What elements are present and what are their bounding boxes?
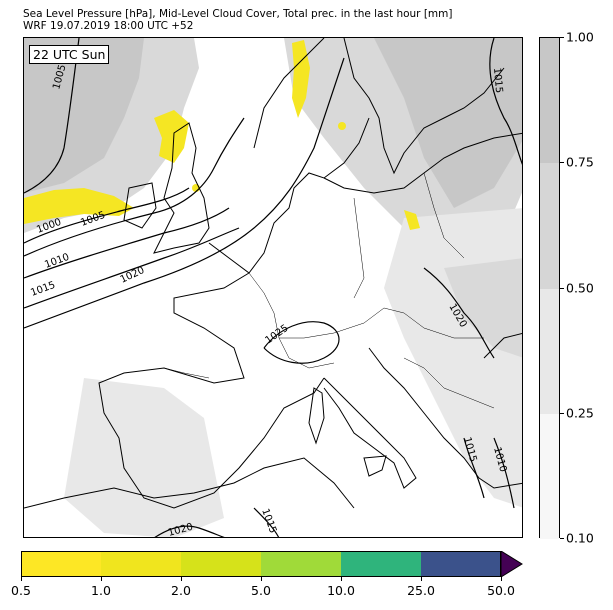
cloud-cover-tick-mark <box>560 287 564 289</box>
model-run-subtitle: WRF 19.07.2019 18:00 UTC +52 <box>23 20 194 32</box>
isobar-1020 <box>24 57 345 329</box>
precip-tick-label: 50.0 <box>487 583 515 598</box>
precip-tick-label: 1.0 <box>91 583 111 598</box>
precip-colorbar-segment <box>21 551 101 577</box>
precip-tick-mark <box>101 577 102 581</box>
isobar-1015-south <box>253 507 280 537</box>
precip-cells-britain <box>154 110 189 163</box>
isobar-layer <box>24 38 522 537</box>
map-title: Sea Level Pressure [hPa], Mid-Level Clou… <box>23 8 453 20</box>
cloud-cover-tick-mark <box>560 412 564 414</box>
precip-colorbar-segment <box>101 551 181 577</box>
cloud-cover-colorbar-segment <box>540 163 559 289</box>
cloud-cover-north-atlantic-dense <box>24 38 144 193</box>
coastline-ireland <box>123 182 157 229</box>
border-germany-poland <box>353 197 365 299</box>
precip-tick-label: 0.5 <box>11 583 31 598</box>
cloud-cover-iberia <box>64 378 224 537</box>
isobar-1020-south <box>154 525 225 537</box>
precip-tick-mark <box>421 577 422 581</box>
coastline-africa <box>24 457 355 509</box>
border-baltic-states <box>423 172 465 259</box>
coastline-britain <box>153 122 210 254</box>
precip-colorbar-segment <box>181 551 261 577</box>
isobar-1010 <box>24 207 230 279</box>
cloud-cover-tick-label: 0.75 <box>566 154 594 170</box>
cloud-cover-scandinavia-dense <box>374 38 522 208</box>
precip-tick-mark <box>21 577 22 581</box>
precip-tick-mark <box>181 577 182 581</box>
coastline-italy <box>323 377 417 489</box>
precip-colorbar-outline <box>21 551 501 577</box>
precip-colorbar-segment <box>341 551 421 577</box>
isobar-1000 <box>24 187 190 244</box>
isobar-1005-north <box>24 38 80 194</box>
border-france-spain <box>163 367 210 379</box>
coastline-sardinia <box>308 387 325 445</box>
isobar-1025 <box>263 321 340 364</box>
isobar-1020-east <box>423 267 495 359</box>
isobar-label: 1015 <box>491 67 504 93</box>
cloud-cover-tick-mark <box>560 538 564 539</box>
cloud-cover-colorbar-segment <box>540 413 559 539</box>
isobar-1015-southeast <box>463 437 485 499</box>
cloud-cover-colorbar-segment <box>540 38 559 164</box>
cloud-cover-layer <box>24 38 522 537</box>
isobar-label: 1015 <box>259 507 278 535</box>
cloud-cover-tick-mark <box>560 162 564 164</box>
isobar-1010-southeast <box>493 437 515 509</box>
isobar-label: 1015 <box>29 280 57 299</box>
cloud-cover-tick-label: 0.50 <box>566 280 594 295</box>
cloud-cover-tick-label: 0.10 <box>566 530 594 546</box>
border-france-germany <box>248 272 280 339</box>
country-borders-layer <box>163 172 495 409</box>
precip-tick-label: 2.0 <box>171 583 191 598</box>
precipitation-colorbar <box>21 551 523 577</box>
border-balkans <box>403 357 495 409</box>
cloud-cover-tick-label: 1.00 <box>566 29 594 45</box>
isobar-label: 1020 <box>119 265 147 286</box>
isobar-label: 1025 <box>263 323 290 347</box>
coastline-adriatic-balkans <box>368 347 522 489</box>
precip-tick-label: 25.0 <box>407 583 435 598</box>
precip-tick-mark <box>501 577 502 581</box>
isobar-label: 1020 <box>167 522 194 538</box>
coastline-europe-west <box>98 242 325 509</box>
precip-tick-mark <box>261 577 262 581</box>
cloud-cover-tick-mark <box>560 37 564 38</box>
precip-cell-baltic <box>338 122 346 130</box>
coastline-black-sea <box>483 332 522 359</box>
precipitation-layer <box>24 40 420 230</box>
isobar-1015-west <box>24 227 240 309</box>
precip-colorbar-extend-arrow <box>500 551 523 577</box>
precip-colorbar-segment <box>421 551 501 577</box>
precip-tick-label: 5.0 <box>251 583 271 598</box>
isobar-label: 1010 <box>43 252 71 271</box>
coastline-sicily <box>363 455 387 477</box>
precip-colorbar-segment <box>261 551 341 577</box>
border-germany-south <box>279 307 385 339</box>
precip-cell-poland <box>404 210 420 230</box>
cloud-cover-tick-label: 0.25 <box>566 405 594 421</box>
cloud-cover-east-europe-mid <box>444 258 522 358</box>
cloud-cover-colorbar-segment <box>540 288 559 414</box>
weather-map: 1005 1015 1000 1005 1010 1020 1015 1025 … <box>23 37 523 538</box>
precip-tick-label: 10.0 <box>327 583 355 598</box>
valid-time-label: 22 UTC Sun <box>29 45 110 64</box>
precip-cells-norway <box>292 40 310 118</box>
precip-tick-mark <box>341 577 342 581</box>
isobar-1005-west <box>24 117 245 257</box>
isobar-1015-northeast <box>489 38 522 165</box>
coastline-scandinavia <box>253 38 505 175</box>
map-layers: 1005 1015 1000 1005 1010 1020 1015 1025 … <box>24 38 522 538</box>
cloud-cover-colorbar <box>539 37 560 539</box>
border-east <box>383 307 484 339</box>
coastline-north-sea <box>248 117 370 274</box>
